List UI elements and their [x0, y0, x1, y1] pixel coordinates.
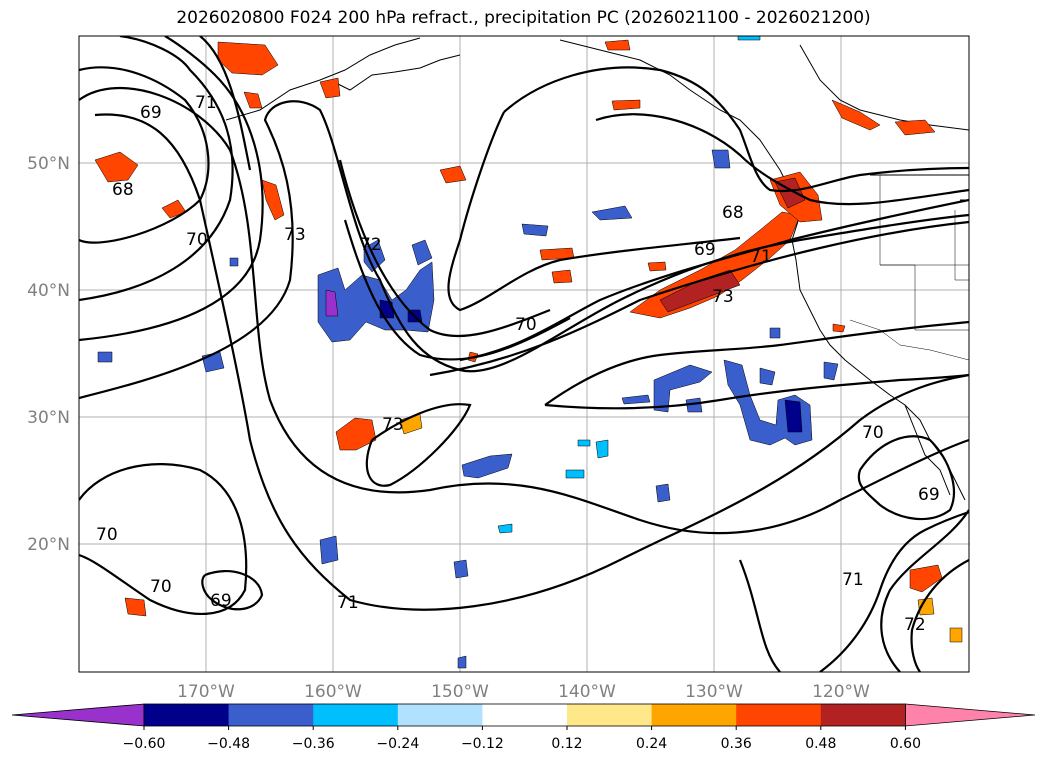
colorbar-swatch — [144, 704, 230, 726]
lat-labels: 50°N 40°N 30°N 20°N — [27, 154, 70, 555]
colorbar-tick-label: −0.48 — [207, 736, 250, 752]
lon-label: 150°W — [431, 682, 489, 702]
colorbar-tick-label: −0.36 — [292, 736, 335, 752]
contour-label: 70 — [96, 525, 118, 545]
lat-label: 40°N — [27, 281, 70, 301]
contour-label: 69 — [918, 485, 940, 505]
colorbar-tick-label: 0.48 — [805, 736, 836, 752]
colorbar-swatch — [820, 704, 906, 726]
lon-label: 160°W — [304, 682, 362, 702]
lon-label: 130°W — [685, 682, 743, 702]
colorbar-swatch — [567, 704, 653, 726]
lon-label: 170°W — [177, 682, 235, 702]
colorbar-tick-label: 0.36 — [721, 736, 752, 752]
colorbar-tick-label: 0.12 — [551, 736, 582, 752]
contour-label: 70 — [150, 577, 172, 597]
lon-labels: 170°W 160°W 150°W 140°W 130°W 120°W — [177, 682, 870, 702]
contour-label: 71 — [842, 570, 864, 590]
contour-labels: 69 71 68 70 73 72 69 68 71 70 73 70 69 7… — [96, 93, 940, 635]
colorbar-swatch — [228, 704, 314, 726]
colorbar-tick-label: −0.24 — [376, 736, 419, 752]
lon-label: 140°W — [558, 682, 616, 702]
colorbar-swatch — [313, 704, 399, 726]
colorbar-tick-label: 0.24 — [636, 736, 667, 752]
colorbar-tick-label: −0.12 — [461, 736, 504, 752]
precip-positive — [94, 39, 963, 643]
map-title: 2026020800 F024 200 hPa refract., precip… — [176, 8, 871, 28]
colorbar-swatch — [651, 704, 737, 726]
colorbar-extend-high — [905, 703, 1036, 727]
contour-label: 71 — [750, 247, 772, 267]
contour-label: 68 — [722, 203, 744, 223]
contour-label: 73 — [712, 287, 734, 307]
colorbar-extend-low — [11, 703, 145, 727]
contour-label: 68 — [112, 180, 134, 200]
borders — [849, 175, 969, 361]
colorbar-outline — [143, 703, 906, 727]
lat-label: 20°N — [27, 535, 70, 555]
contour-label: 70 — [515, 315, 537, 335]
map-area: 69 71 68 70 73 72 69 68 71 70 73 70 69 7… — [79, 36, 969, 672]
colorbar-swatch — [397, 704, 483, 726]
map-frame — [78, 35, 970, 673]
contour-label: 70 — [186, 230, 208, 250]
lon-label: 120°W — [812, 682, 870, 702]
contour-label: 73 — [284, 225, 306, 245]
contour-label: 69 — [140, 103, 162, 123]
contour-label: 72 — [904, 615, 926, 635]
lat-label: 50°N — [27, 154, 70, 174]
contour-label: 69 — [694, 240, 716, 260]
colorbar-tick-label: −0.60 — [123, 736, 166, 752]
colorbar-tick-label: 0.60 — [890, 736, 921, 752]
colorbar-swatch — [482, 704, 568, 726]
refractivity-contours — [79, 36, 969, 672]
contour-label: 72 — [360, 235, 382, 255]
gridlines — [79, 36, 969, 672]
colorbar-swatch — [736, 704, 822, 726]
colorbar: −0.60 −0.48 −0.36 −0.24 −0.12 0.12 0.24 0.36 0.4… — [11, 703, 1036, 752]
contour-label: 69 — [210, 591, 232, 611]
lat-label: 30°N — [27, 408, 70, 428]
contour-label: 70 — [862, 423, 884, 443]
contour-label: 73 — [382, 415, 404, 435]
contour-label: 71 — [337, 593, 359, 613]
contour-label: 71 — [195, 93, 217, 113]
